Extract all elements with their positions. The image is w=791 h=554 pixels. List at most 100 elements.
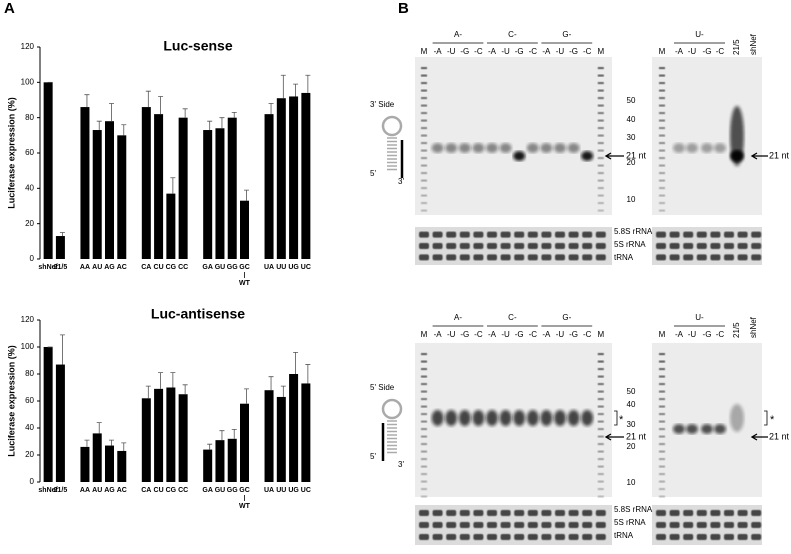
rrna-band	[473, 254, 484, 261]
lane-label: -G	[515, 47, 524, 56]
bar	[117, 135, 127, 259]
bar	[92, 130, 102, 259]
lane-label: -C	[529, 330, 538, 339]
ladder-band	[421, 473, 427, 476]
rrna-band	[419, 534, 429, 540]
bar	[80, 107, 90, 259]
rrna-band	[582, 534, 593, 540]
ladder-band	[597, 488, 604, 491]
error-bar	[158, 372, 164, 389]
bar	[276, 396, 286, 482]
ladder-band	[659, 473, 665, 476]
rrna-band	[555, 243, 565, 249]
ladder-band	[597, 495, 604, 498]
lane-label: -U	[501, 47, 510, 56]
ladder-band	[659, 172, 665, 175]
rrna-band	[487, 534, 497, 540]
rrna-band	[432, 254, 443, 261]
y-tick-label: 60	[25, 396, 34, 405]
rrna-band	[683, 231, 694, 238]
band	[513, 410, 526, 426]
ladder-band	[421, 428, 427, 431]
rrna-band	[514, 534, 525, 540]
ladder-band	[597, 458, 604, 461]
rrna-band	[514, 510, 525, 516]
group-label: U-	[695, 30, 704, 39]
y-tick-label: 0	[30, 254, 35, 263]
ladder-band	[421, 465, 427, 468]
bar	[240, 200, 249, 259]
x-tick-label: CC	[178, 264, 188, 271]
ladder-band	[659, 458, 665, 461]
band	[526, 143, 539, 153]
ladder-band	[597, 157, 604, 160]
ladder-band	[421, 74, 427, 77]
band	[513, 151, 526, 161]
ladder-band	[421, 89, 427, 92]
rrna-band	[710, 243, 721, 249]
x-tick-label: UA	[264, 264, 274, 271]
rrna-band	[696, 243, 707, 249]
rrna-label: 5S rRNA	[614, 518, 646, 527]
ladder-band	[659, 157, 665, 160]
rrna-band	[656, 254, 666, 261]
rrna-band	[582, 254, 593, 261]
rrna-band	[656, 243, 666, 249]
bar	[203, 449, 213, 482]
bar	[43, 347, 53, 482]
ladder-band	[597, 435, 604, 438]
rrna-band	[724, 254, 734, 261]
rrna-band	[527, 243, 538, 249]
rrna-band	[473, 243, 484, 249]
rrna-band	[514, 254, 525, 261]
band	[526, 410, 539, 426]
ladder-band	[659, 187, 665, 190]
rrna-band	[459, 254, 470, 261]
x-tick-label: 21/5	[54, 264, 68, 271]
y-tick-label: 120	[21, 42, 35, 51]
x-tick-label: UG	[288, 264, 299, 271]
lane-label: -A	[434, 47, 443, 56]
ladder-band	[597, 209, 604, 212]
rrna-band	[751, 510, 762, 516]
rrna-band	[500, 231, 511, 238]
lane-label: M	[421, 47, 428, 56]
ladder-band	[659, 480, 665, 483]
lane-label: -G	[460, 47, 469, 56]
error-bar	[305, 364, 311, 384]
x-tick-label: CG	[166, 264, 177, 271]
rrna-band	[683, 510, 694, 516]
ladder-band	[597, 127, 604, 130]
ladder-band	[659, 450, 665, 453]
x-tick-label: AG	[104, 487, 115, 494]
rrna-band	[656, 522, 666, 528]
x-tick-label: CG	[166, 487, 177, 494]
rrna-band	[487, 243, 497, 249]
lane-label: -G	[703, 330, 712, 339]
bar	[80, 446, 90, 482]
error-bar	[121, 442, 127, 451]
y-axis-label: Luciferase expression (%)	[6, 97, 16, 209]
rrna-band	[473, 231, 484, 238]
size-marker: 30	[627, 133, 636, 142]
bar	[55, 364, 65, 482]
rrna-label: 5.8S rRNA	[614, 505, 653, 514]
lane-label: -C	[716, 47, 725, 56]
error-bar	[305, 74, 311, 93]
rrna-band	[473, 510, 484, 516]
rrna-band	[737, 243, 748, 249]
ladder-band	[659, 428, 665, 431]
lane-label: -A	[488, 47, 497, 56]
ladder-band	[597, 112, 604, 115]
ladder-band	[659, 82, 665, 85]
band	[472, 143, 485, 153]
lane-label: -U	[501, 330, 510, 339]
arrow	[604, 433, 624, 441]
ladder-band	[421, 97, 427, 100]
bar	[105, 121, 114, 259]
rrna-band	[595, 522, 606, 528]
x-tick-label: UU	[276, 264, 286, 271]
rrna-band	[669, 522, 680, 528]
ladder-band	[659, 149, 665, 152]
band	[554, 143, 566, 153]
